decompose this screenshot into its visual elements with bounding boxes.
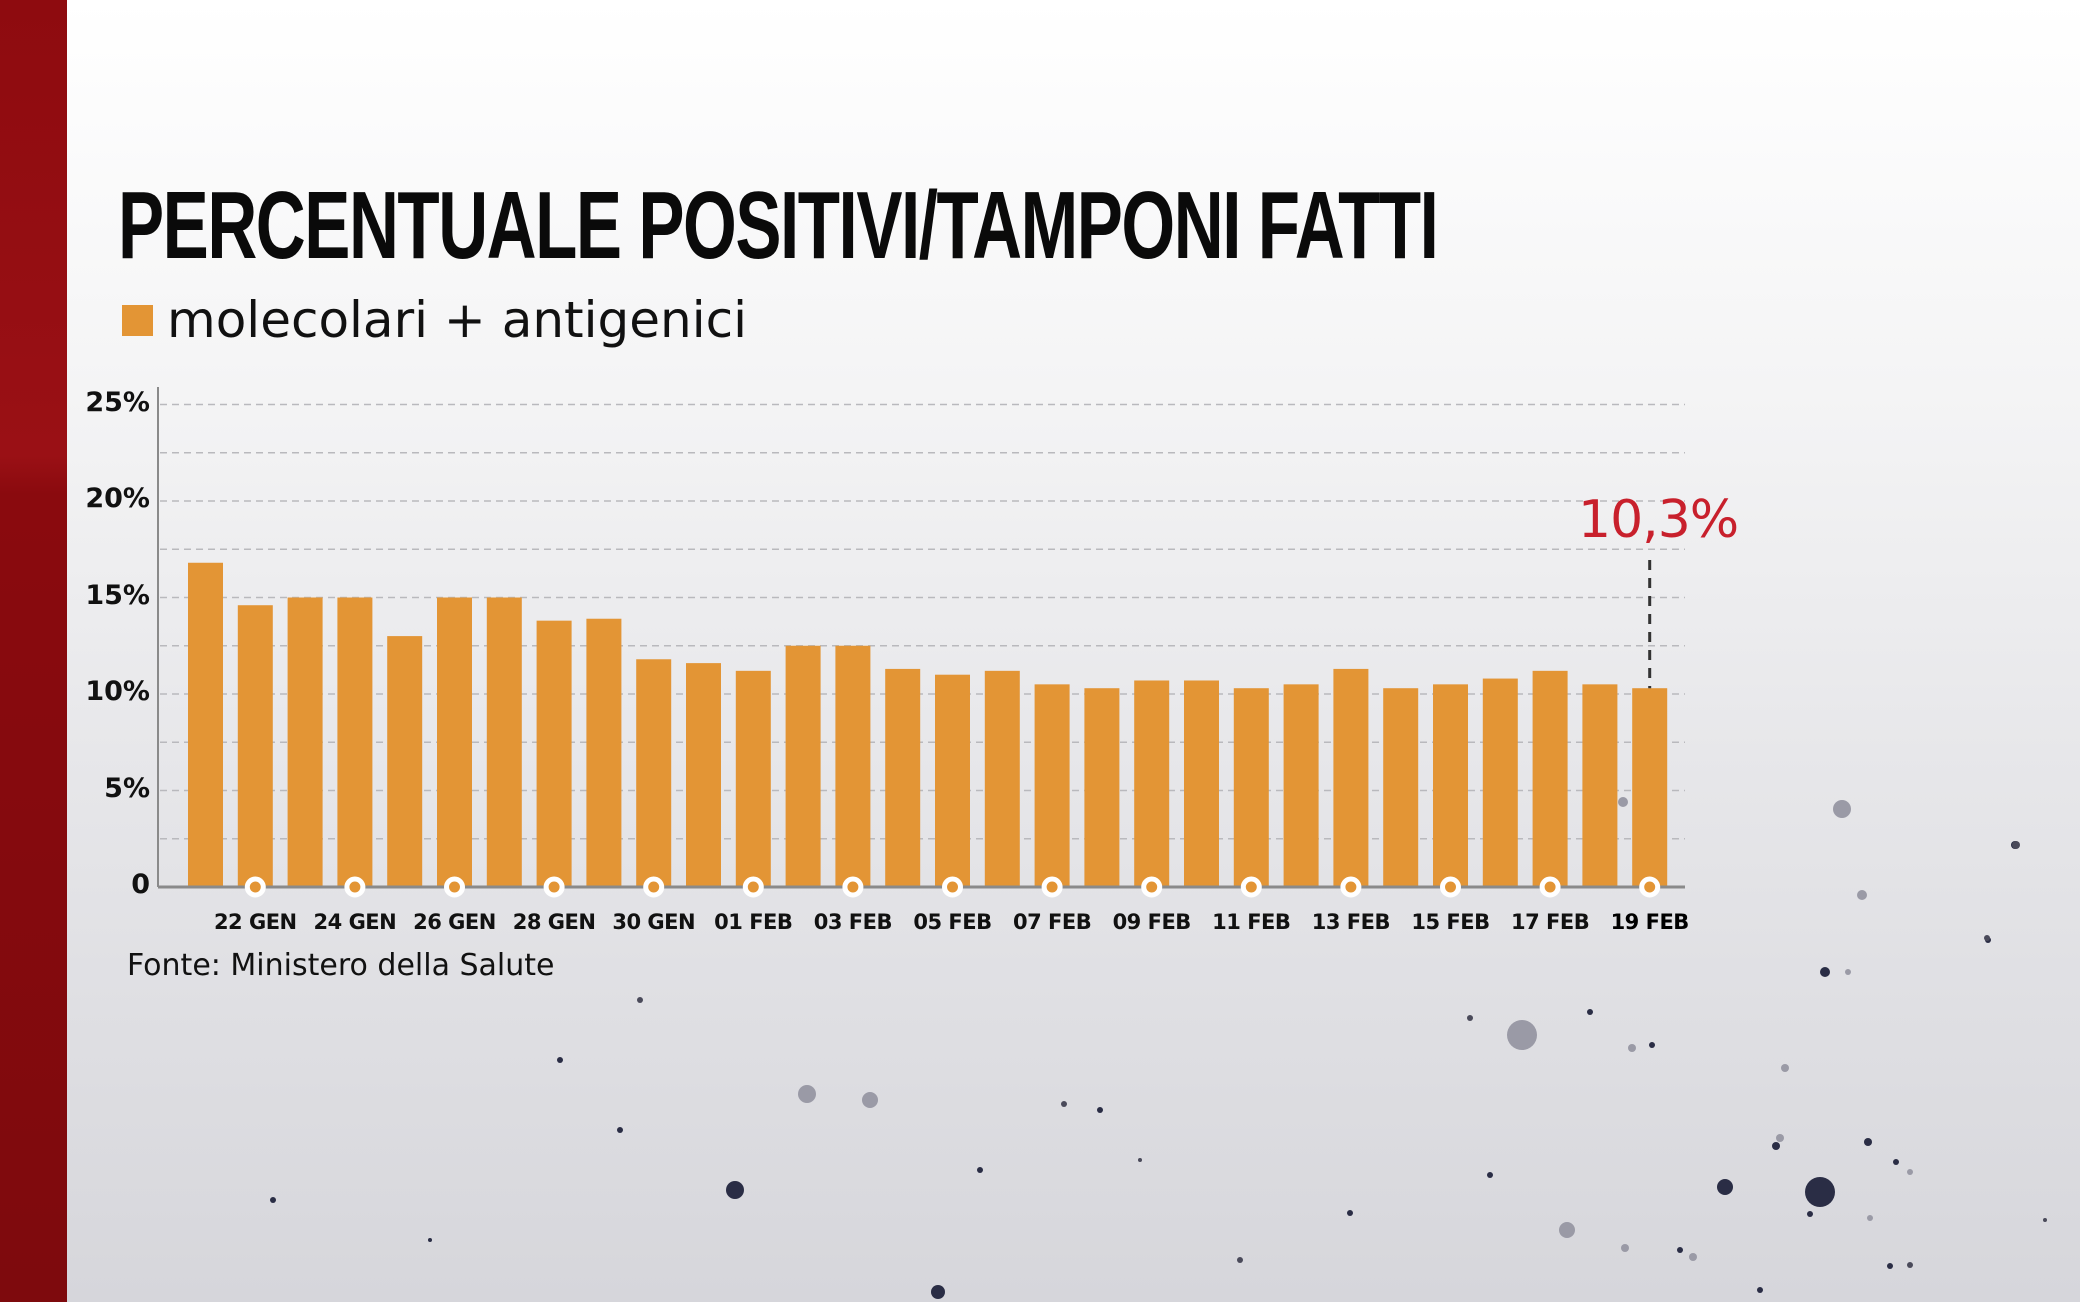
- bar: [287, 597, 323, 887]
- bar: [536, 620, 572, 887]
- x-tick-label: 01 FEB: [714, 910, 793, 934]
- y-tick-label: 20%: [85, 483, 150, 514]
- legend: molecolari + antigenici: [122, 290, 747, 350]
- x-tick-label: 24 GEN: [313, 910, 397, 934]
- bar: [1532, 670, 1568, 887]
- bar: [636, 659, 672, 887]
- date-marker: [643, 876, 665, 898]
- x-tick-label: 30 GEN: [612, 910, 696, 934]
- bar: [686, 663, 721, 887]
- x-tick-label: 05 FEB: [913, 910, 992, 934]
- bar: [1333, 668, 1369, 887]
- date-marker: [344, 876, 366, 898]
- bar: [1233, 688, 1269, 887]
- source-note: Fonte: Ministero della Salute: [127, 948, 555, 983]
- bar: [1433, 684, 1468, 887]
- bar: [885, 668, 921, 887]
- date-marker: [1240, 876, 1262, 898]
- x-tick-label: 17 FEB: [1510, 910, 1590, 934]
- x-tick-label: 11 FEB: [1212, 910, 1291, 934]
- date-marker: [543, 876, 565, 898]
- bar: [1134, 680, 1170, 887]
- x-tick-label: 19 FEB: [1610, 910, 1690, 934]
- x-tick-label: 03 FEB: [813, 910, 893, 934]
- date-marker: [1340, 876, 1362, 898]
- accent-band: [0, 0, 67, 1302]
- bar: [237, 605, 273, 887]
- bar: [1283, 684, 1319, 887]
- x-tick-label: 26 GEN: [413, 910, 496, 934]
- bar: [437, 597, 472, 887]
- y-tick-label: 15%: [85, 579, 150, 611]
- y-tick-label: 5%: [104, 772, 150, 804]
- date-marker: [1141, 876, 1163, 898]
- x-tick-label: 09 FEB: [1112, 910, 1192, 934]
- bars: [188, 562, 1668, 887]
- y-tick-label: 25%: [85, 386, 150, 418]
- bar: [337, 597, 373, 887]
- bar: [387, 636, 423, 887]
- chart-title: PERCENTUALE POSITIVI/TAMPONI FATTI: [118, 172, 1439, 279]
- x-tick-label: 15 FEB: [1411, 910, 1490, 934]
- legend-swatch: [122, 304, 153, 336]
- y-tick-label: 10%: [85, 676, 150, 707]
- bar: [785, 645, 821, 887]
- date-marker: [1639, 876, 1661, 898]
- bar: [188, 562, 223, 887]
- bar: [1084, 688, 1120, 887]
- bar: [935, 674, 970, 887]
- bar: [1034, 684, 1070, 887]
- bar: [1184, 680, 1219, 887]
- date-marker: [1440, 876, 1461, 898]
- date-marker: [1041, 876, 1063, 898]
- speckle-background: [270, 797, 2047, 1299]
- legend-label: molecolari + antigenici: [167, 291, 747, 349]
- x-tick-label: 13 FEB: [1311, 910, 1391, 934]
- bar: [1482, 678, 1518, 887]
- bar: [984, 670, 1020, 887]
- latest-value-annotation: 10,3%: [1578, 490, 1739, 550]
- x-tick-label: 07 FEB: [1012, 910, 1092, 934]
- x-tick-label: 28 GEN: [512, 910, 596, 934]
- date-markers: [244, 876, 1661, 898]
- date-marker: [444, 876, 465, 898]
- bar: [586, 618, 622, 887]
- date-marker: [942, 876, 963, 898]
- bar: [486, 597, 522, 887]
- bar: [1383, 688, 1419, 887]
- date-marker: [842, 876, 864, 898]
- bar: [1582, 684, 1618, 887]
- bar: [735, 670, 771, 887]
- date-marker: [244, 876, 266, 898]
- y-tick-label: 0: [131, 869, 150, 900]
- bar: [835, 645, 871, 887]
- date-marker: [742, 876, 764, 898]
- date-marker: [1539, 876, 1561, 898]
- bar: [1632, 688, 1668, 887]
- x-tick-label: 22 GEN: [213, 910, 297, 934]
